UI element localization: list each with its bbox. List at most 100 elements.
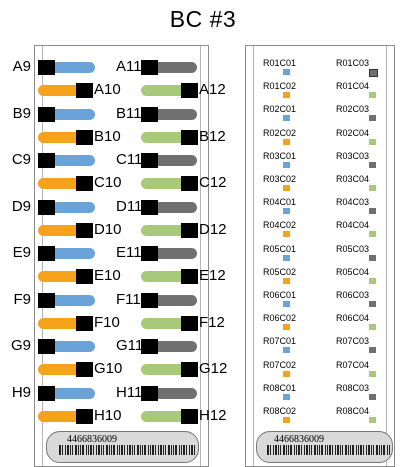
sample-square-black xyxy=(38,246,55,261)
sample-square-black xyxy=(38,385,55,401)
well-label: R03C04 xyxy=(336,174,370,184)
sample-strip-orange xyxy=(38,224,88,236)
sample-label: D12 xyxy=(199,220,227,238)
sample-strip-green xyxy=(141,317,191,329)
sample-strip-orange xyxy=(38,85,88,96)
barcode-bar xyxy=(332,445,333,455)
well-swatch xyxy=(369,417,376,423)
sample-label: E9 xyxy=(12,244,31,261)
barcode-bar xyxy=(117,445,118,455)
well-swatch xyxy=(369,393,376,400)
barcode-bar xyxy=(127,445,128,455)
sample-square-black xyxy=(76,83,93,98)
barcode-bar xyxy=(314,445,316,455)
sample-label: E12 xyxy=(199,267,226,284)
barcode-bar xyxy=(62,445,63,455)
well-swatch xyxy=(283,277,290,284)
barcode-bar xyxy=(148,445,149,455)
barcode-label-left: 4466836009 xyxy=(46,431,199,463)
sample-square-black xyxy=(76,176,93,191)
barcode-bar xyxy=(301,445,302,455)
barcode-bar xyxy=(270,445,271,455)
barcode-bar xyxy=(381,445,382,455)
sample-label: D10 xyxy=(94,220,122,238)
sample-square-black xyxy=(141,199,158,215)
barcode-bar xyxy=(96,445,97,455)
sample-label: B11 xyxy=(116,104,142,122)
sample-square-black xyxy=(141,385,158,401)
barcode-bar xyxy=(82,445,84,455)
sample-square-black xyxy=(141,246,158,261)
well-label: R02C02 xyxy=(263,127,297,138)
well-label: R06C03 xyxy=(336,290,370,300)
sample-strip-orange xyxy=(38,131,88,143)
barcode-bar xyxy=(337,445,339,455)
barcode-number: 4466836009 xyxy=(274,434,324,445)
sample-square-black xyxy=(181,176,198,191)
barcode-bar xyxy=(186,445,187,455)
well-swatch xyxy=(283,417,290,423)
barcode-bar xyxy=(142,445,143,455)
sample-strip-blue xyxy=(45,62,95,73)
well-label: R06C01 xyxy=(263,290,297,300)
sample-strip-green xyxy=(141,410,191,422)
sample-strip-green xyxy=(141,224,191,236)
barcode-bar xyxy=(352,445,354,455)
sample-label: B10 xyxy=(94,127,121,145)
well-label: R08C01 xyxy=(263,382,297,393)
well-label: R07C04 xyxy=(336,359,370,370)
barcode-bar xyxy=(371,445,372,455)
barcode-bar xyxy=(98,445,100,455)
well-label: R04C03 xyxy=(336,197,370,208)
barcode-bar xyxy=(80,445,81,455)
well-swatch xyxy=(283,161,290,168)
well-swatch xyxy=(369,115,376,122)
sample-label: B12 xyxy=(199,127,226,145)
sample-label: A9 xyxy=(12,58,31,75)
sample-strip-green xyxy=(141,271,191,282)
well-label: R03C01 xyxy=(263,150,297,161)
panel-inner-rule-right xyxy=(200,46,201,466)
well-label: R07C03 xyxy=(336,336,370,347)
sample-square-black xyxy=(76,362,93,377)
sample-strip-gray xyxy=(147,201,197,213)
barcode-bar xyxy=(363,445,364,455)
barcode-bar xyxy=(109,445,110,455)
sample-square-black xyxy=(38,106,55,122)
sample-square-black xyxy=(181,83,198,98)
sample-label: C9 xyxy=(11,151,31,168)
barcode-bar xyxy=(358,445,359,455)
well-swatch xyxy=(283,231,290,238)
sample-strip-green xyxy=(141,178,191,189)
sample-strip-blue xyxy=(45,341,95,352)
well-label: R07C02 xyxy=(263,359,297,370)
panel-inner-rule-right xyxy=(386,46,387,466)
well-label: R04C01 xyxy=(263,197,297,208)
sample-strip-gray xyxy=(147,108,197,120)
sample-square-black xyxy=(38,292,55,308)
well-swatch xyxy=(283,347,290,354)
well-label: R03C02 xyxy=(263,174,297,184)
sample-square-black xyxy=(38,60,55,75)
barcode-bar xyxy=(278,445,279,455)
sample-label: C10 xyxy=(94,174,122,191)
well-label: R01C01 xyxy=(263,58,297,68)
barcode-bar xyxy=(152,445,154,455)
sample-square-black xyxy=(38,339,55,354)
sample-label: G12 xyxy=(199,360,228,377)
barcode-bar xyxy=(106,445,108,455)
sample-square-black xyxy=(181,315,198,331)
panel-inner-rule-left xyxy=(253,46,254,466)
barcode-bar xyxy=(290,445,292,455)
sample-strip-blue xyxy=(45,387,95,399)
barcode-bar xyxy=(181,445,182,455)
well-swatch xyxy=(283,208,290,215)
sample-square-black xyxy=(181,408,198,424)
barcode-bar xyxy=(296,445,297,455)
page-title: BC #3 xyxy=(169,6,237,32)
barcode-bar xyxy=(189,445,190,455)
sample-label: D9 xyxy=(11,197,31,215)
well-label: R05C01 xyxy=(263,243,297,254)
sample-strip-gray xyxy=(147,387,197,399)
sample-strip-gray xyxy=(147,294,197,306)
